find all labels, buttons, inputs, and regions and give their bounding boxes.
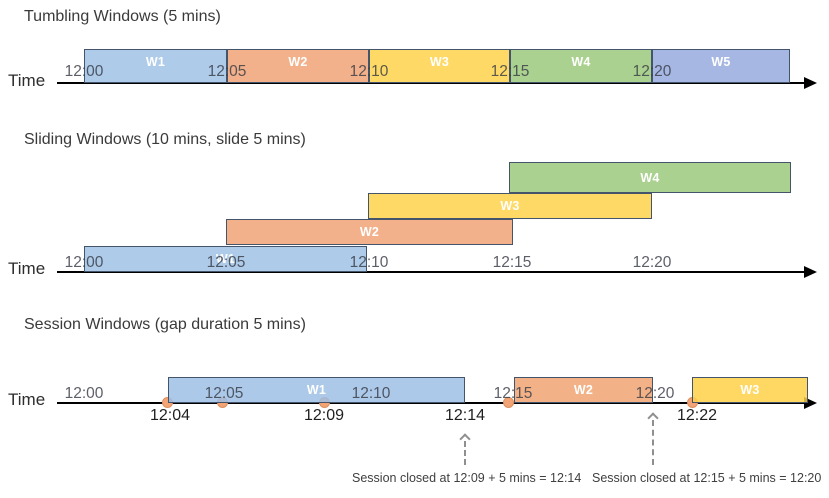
session-event-time-1222: 12:22 <box>676 407 718 424</box>
tumbling-window-w2: W2 <box>227 49 369 83</box>
sliding-tick-1200: 12:00 <box>64 254 104 271</box>
sliding-time-axis <box>57 271 807 273</box>
session-tick-1210: 12:10 <box>351 385 391 402</box>
sliding-axis-arrowhead-icon <box>804 266 817 278</box>
window-label: W1 <box>306 383 327 397</box>
session-event-time-1209: 12:09 <box>303 407 345 424</box>
session-close-arrow-2-stem <box>652 420 654 465</box>
session-time-axis <box>57 402 807 404</box>
tumbling-window-w1: W1 <box>84 49 227 83</box>
tumbling-time-axis-label: Time <box>8 71 46 90</box>
sliding-window-w3: W3 <box>368 193 652 219</box>
session-time-axis-label: Time <box>8 390 46 409</box>
tumbling-tick-1205: 12:05 <box>207 63 247 80</box>
sliding-tick-1220: 12:20 <box>632 254 672 271</box>
session-window-w2: W2 <box>514 377 653 403</box>
sliding-tick-1205: 12:05 <box>206 254 246 271</box>
window-label: W2 <box>288 54 308 69</box>
window-label: W1 <box>215 252 236 266</box>
window-label: W3 <box>429 54 450 69</box>
sliding-window-w2: W2 <box>226 219 513 245</box>
tumbling-tick-1215: 12:15 <box>490 63 530 80</box>
session-close-annotation-2: Session closed at 12:15 + 5 mins = 12:20 <box>592 471 822 485</box>
window-label: W5 <box>711 54 731 69</box>
sliding-window-w1: W1 <box>84 246 367 272</box>
session-section-title: Session Windows (gap duration 5 mins) <box>24 316 306 333</box>
session-close-arrow-1-stem <box>464 441 466 465</box>
session-event-time-1214: 12:14 <box>444 407 486 424</box>
session-event-time-1204: 12:04 <box>149 407 191 424</box>
tumbling-tick-1210: 12:10 <box>349 63 389 80</box>
tumbling-window-w3: W3 <box>369 49 510 83</box>
tumbling-axis-arrowhead-icon <box>804 77 817 89</box>
window-label: W4 <box>640 170 660 185</box>
sliding-section-title: Sliding Windows (10 mins, slide 5 mins) <box>24 131 306 148</box>
session-window-w3: W3 <box>692 377 808 403</box>
tumbling-window-w5: W5 <box>652 49 790 83</box>
session-tick-1215: 12:15 <box>493 385 533 402</box>
tumbling-tick-1200: 12:00 <box>64 63 104 80</box>
session-window-w1: W1 <box>168 377 465 403</box>
session-tick-1220: 12:20 <box>635 385 675 402</box>
session-tick-1205: 12:05 <box>204 385 244 402</box>
window-label: W3 <box>500 199 520 213</box>
tumbling-tick-1220: 12:20 <box>632 63 672 80</box>
tumbling-window-w4: W4 <box>510 49 652 83</box>
tumbling-time-axis <box>57 82 807 84</box>
window-label: W2 <box>573 383 594 397</box>
event-dot-1215 <box>503 397 514 408</box>
session-close-annotation-1: Session closed at 12:09 + 5 mins = 12:14 <box>352 471 582 485</box>
session-tick-1200: 12:00 <box>64 385 104 402</box>
window-label: W2 <box>359 225 380 239</box>
sliding-time-axis-label: Time <box>8 259 46 278</box>
window-label: W3 <box>740 383 760 397</box>
sliding-window-w4: W4 <box>509 162 791 193</box>
window-label: W1 <box>145 54 166 69</box>
window-label: W4 <box>571 54 591 69</box>
sliding-tick-1215: 12:15 <box>492 254 532 271</box>
sliding-tick-1210: 12:10 <box>349 254 389 271</box>
tumbling-section-title: Tumbling Windows (5 mins) <box>24 8 221 25</box>
